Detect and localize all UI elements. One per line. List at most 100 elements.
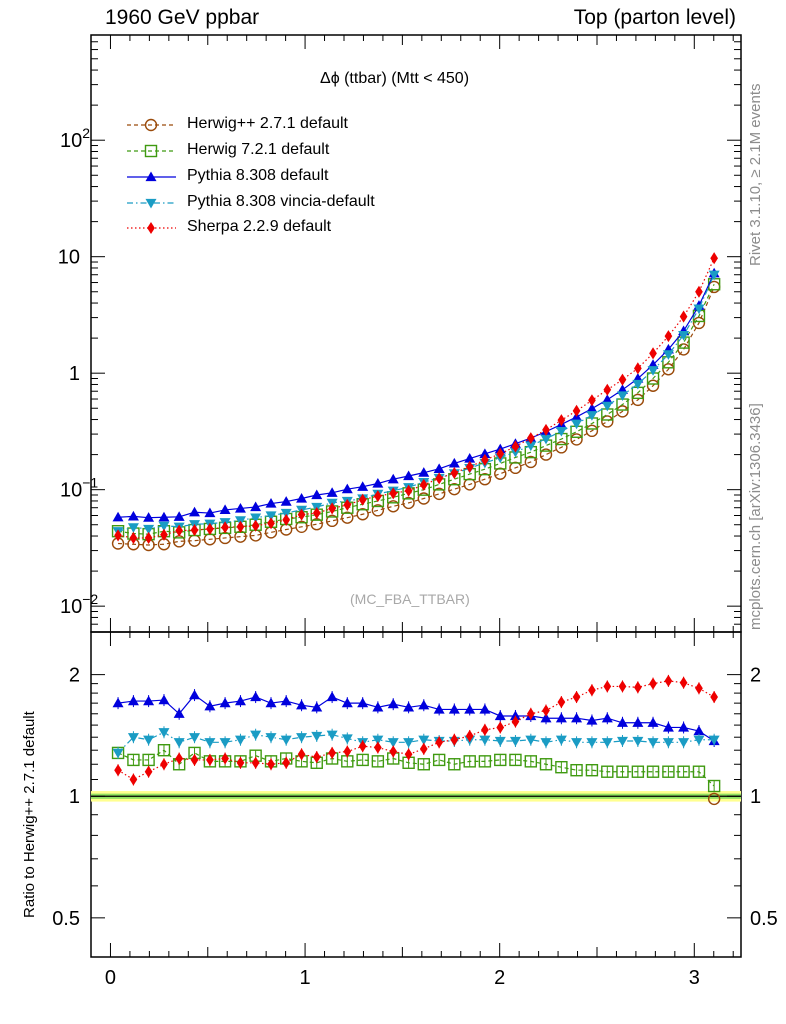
ratio-line-sherpa [117,680,715,781]
legend-marker-vincia [145,198,157,209]
ratio-point-pythia [265,697,277,708]
ratio-point-sherpa [160,758,168,771]
ratio-point-pythia [448,703,460,714]
ratio-point-sherpa [389,745,398,758]
data-point-sherpa [236,520,245,533]
data-point-pythia [372,477,384,488]
data-point-pythia [464,453,476,463]
ratio-point-herwig7 [142,753,155,767]
ratio-line-vincia [117,731,715,754]
side-mcplots-text: mcplots.cern.ch [arXiv:1306.3436] [747,403,764,630]
ratio-point-vincia [219,738,231,748]
data-point-herwigpp [387,500,400,513]
data-point-sherpa [603,383,612,396]
data-point-sherpa [710,252,718,265]
data-point-vincia [509,447,521,458]
data-point-vincia [678,331,690,341]
ratio-point-sherpa [496,721,505,734]
data-point-herwigpp [616,405,629,418]
ratio-point-vincia [173,738,185,748]
ratio-point-sherpa [634,681,642,694]
data-point-sherpa [328,502,336,515]
data-point-vincia [555,427,567,437]
ratio-point-pythia [555,712,567,723]
ratio-point-herwig7 [677,765,690,778]
ratio-point-vincia [693,735,705,746]
ratio-xtick-label: 1 [300,967,311,989]
ratio-point-vincia [555,735,567,746]
ratio-point-pythia [632,717,644,727]
data-point-herwigpp [524,455,538,469]
ratio-point-herwig7 [478,755,492,768]
data-point-herwigpp [707,280,721,294]
data-point-vincia [647,366,659,376]
data-point-vincia [693,304,705,315]
ratio-point-pythia [372,701,384,712]
ratio-point-herwig7 [570,763,583,777]
ratio-point-herwig7 [157,744,171,757]
ratio-point-pythia [540,712,552,723]
data-point-pythia [112,511,124,522]
ratio-point-sherpa [419,742,428,755]
ratio-point-herwig7 [448,758,461,771]
ratio-point-herwig7 [417,758,430,771]
data-point-vincia [601,401,613,412]
data-point-herwigpp [692,316,706,330]
ratio-point-pythia [204,700,216,711]
ratio-point-sherpa [695,682,703,695]
data-point-sherpa [618,373,627,386]
main-ytick-label: 102 [60,125,90,152]
ratio-point-pythia [509,710,521,721]
data-point-vincia [525,441,537,452]
ratio-point-vincia [616,736,628,747]
main-ytick-label: 1 [69,363,80,385]
ratio-point-pythia [693,725,705,736]
data-point-vincia [616,391,628,401]
ratio-point-sherpa [404,748,413,761]
ratio-point-herwig7 [371,755,385,768]
ratio-point-sherpa [374,741,382,754]
ratio-point-vincia [479,735,491,746]
data-point-sherpa [312,506,321,520]
ratio-point-sherpa [557,696,566,709]
ratio-point-sherpa [526,707,535,720]
header-right-text: Top (parton level) [573,6,736,29]
data-point-sherpa [297,508,306,521]
data-point-pythia [189,506,201,517]
ratio-point-herwig7 [616,765,629,778]
data-point-vincia [571,419,583,430]
data-point-vincia [265,511,277,522]
ratio-point-herwig7 [509,753,522,767]
ratio-point-sherpa [236,756,245,769]
data-point-sherpa [496,447,505,460]
ratio-point-sherpa [328,746,336,759]
main-ytick-exponent: −1 [82,475,98,491]
data-point-vincia [127,523,139,533]
ratio-point-vincia [540,738,552,748]
side-rivet-text: Rivet 3.1.10, ≥ 2.1M events [747,83,764,267]
data-point-pythia [448,457,460,468]
ratio-point-sherpa [679,676,688,689]
data-point-vincia [540,434,552,445]
ratio-point-vincia [586,738,598,748]
data-point-sherpa [588,394,596,407]
data-point-sherpa [358,493,367,506]
data-point-pythia [433,463,445,473]
data-point-sherpa [251,519,260,532]
ratio-point-pythia [280,695,292,706]
ratio-point-sherpa [144,765,153,778]
data-point-pythia [173,511,185,521]
data-point-vincia [662,350,674,360]
ratio-point-sherpa [206,753,214,766]
data-point-pythia [158,511,170,522]
ratio-point-pythia [189,689,201,700]
data-point-pythia [418,467,430,477]
ratio-point-vincia [143,735,155,746]
data-point-sherpa [542,423,550,436]
data-point-sherpa [175,524,184,537]
ratio-point-pythia [219,697,231,708]
ratio-point-vincia [326,730,338,741]
ratio-point-sherpa [221,752,229,765]
ratio-point-vincia [127,733,139,743]
